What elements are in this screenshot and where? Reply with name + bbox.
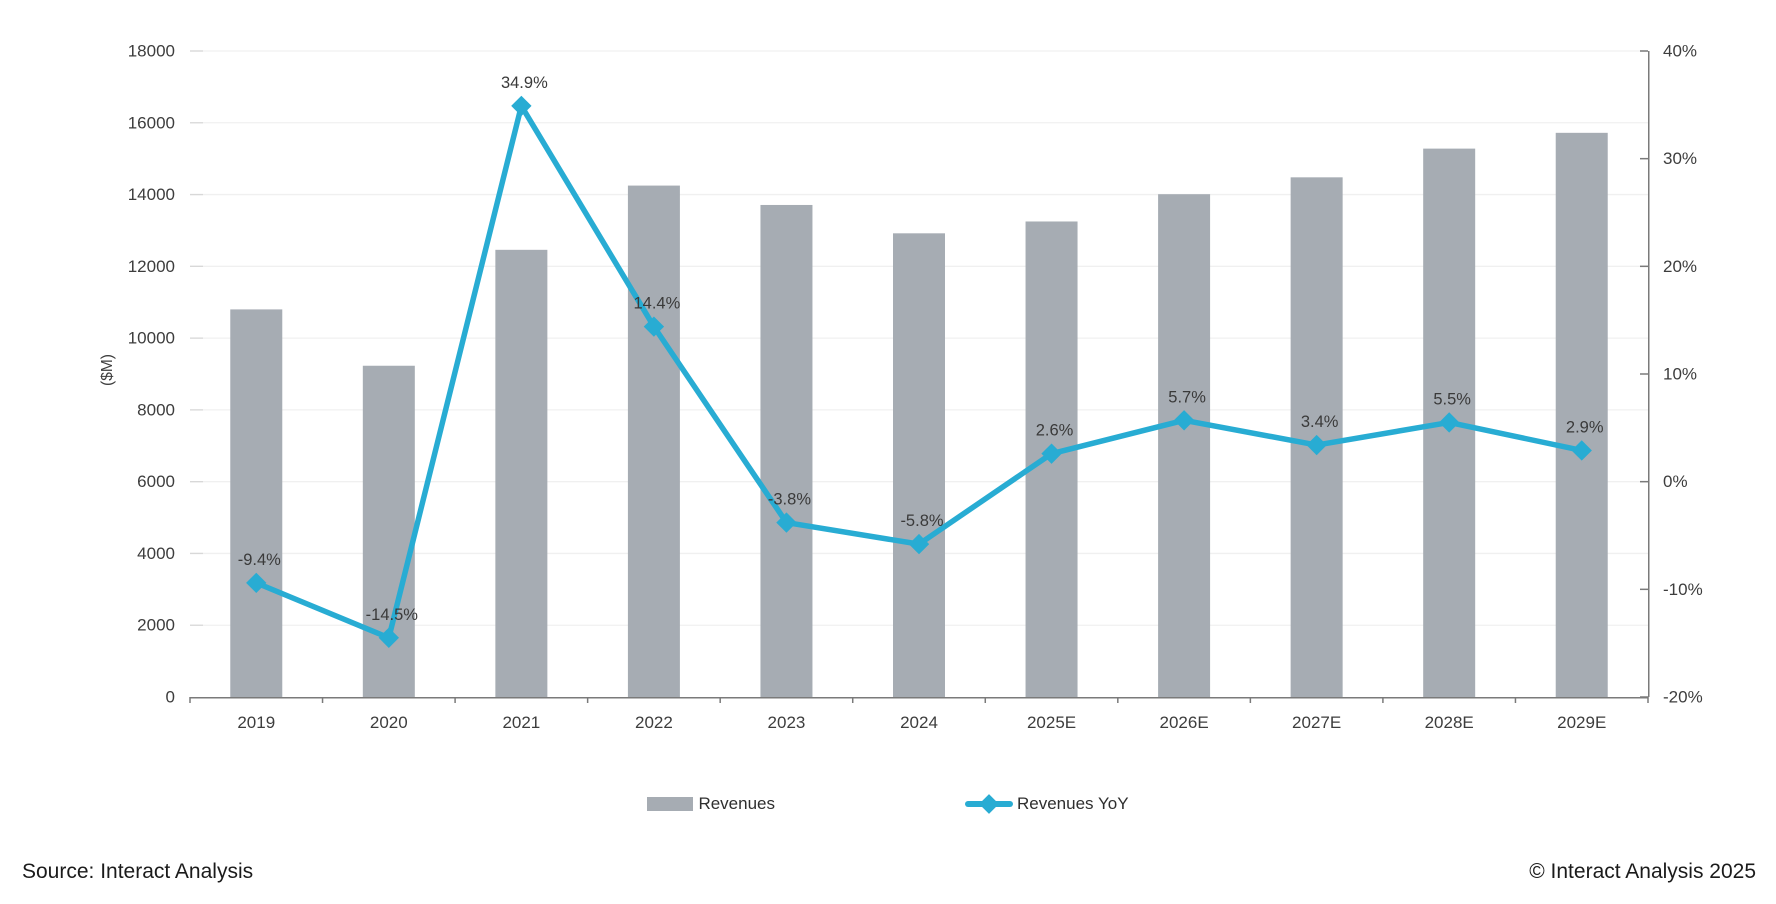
right-axis-tick-label: -20% <box>1663 688 1703 707</box>
bar-2019 <box>230 309 283 697</box>
revenue-yoy-chart: 0 2000 4000 6000 8000 10000 12000 14000 16000 180… <box>99 42 1703 733</box>
right-axis-tick-label: 20% <box>1663 257 1697 276</box>
left-axis-tick-label: 2000 <box>137 616 175 635</box>
bars-series-revenues <box>230 132 1608 698</box>
chart-footer: Source: Interact Analysis © Interact Ana… <box>22 860 1756 884</box>
yoy-point-label: -3.8% <box>768 491 811 509</box>
left-axis-tick-label: 0 <box>166 688 175 707</box>
right-axis-tick-label: 30% <box>1663 149 1697 168</box>
left-axis-tick-label: 12000 <box>128 257 175 276</box>
x-axis-tick-label: 2028E <box>1425 713 1474 732</box>
left-axis-tick-label: 6000 <box>137 472 175 491</box>
left-axis-tick-label: 8000 <box>137 400 175 419</box>
x-axis: 2019 2020 2021 2022 2023 2024 2025E 2026E 2027E 2… <box>189 697 1649 732</box>
bar-swatch-icon <box>647 797 694 811</box>
yoy-point-label: -9.4% <box>238 551 281 569</box>
legend-label-revenues-yoy: Revenues YoY <box>1017 794 1129 813</box>
yoy-point-label: 2.6% <box>1036 422 1074 440</box>
yoy-point-label: 5.5% <box>1433 390 1471 408</box>
left-axis-tick-label: 14000 <box>128 185 175 204</box>
source-note: Source: Interact Analysis <box>22 860 254 883</box>
x-axis-tick-label: 2022 <box>635 713 673 732</box>
x-axis-tick-label: 2020 <box>370 713 408 732</box>
yoy-point-label: 14.4% <box>634 295 681 313</box>
x-axis-tick-label: 2029E <box>1557 713 1606 732</box>
left-axis-tick-label: 18000 <box>128 42 175 61</box>
right-axis-tick-label: -10% <box>1663 580 1703 599</box>
yoy-point-label: -5.8% <box>900 512 943 530</box>
right-axis-tick-label: 0% <box>1663 472 1688 491</box>
yoy-point-label: -14.5% <box>366 606 419 624</box>
left-axis-tick-label: 10000 <box>128 329 175 348</box>
bar-2026E <box>1158 194 1211 698</box>
bar-2023 <box>760 204 813 698</box>
yoy-point-labels: -9.4% -14.5% 34.9% 14.4% -3.8% -5.8% 2.6% 5.7% 3… <box>238 74 1604 624</box>
chart-legend: Revenues Revenues YoY <box>0 794 1776 814</box>
x-axis-tick-label: 2025E <box>1027 713 1076 732</box>
x-axis-tick-label: 2021 <box>502 713 540 732</box>
left-axis-tick-label: 4000 <box>137 544 175 563</box>
yoy-point-label: 3.4% <box>1301 413 1339 431</box>
x-axis-tick-label: 2026E <box>1160 713 1209 732</box>
yoy-point-label: 5.7% <box>1168 388 1206 406</box>
diamond-marker-icon <box>979 794 999 814</box>
line-swatch-icon <box>965 794 1013 814</box>
x-axis-tick-label: 2027E <box>1292 713 1341 732</box>
right-axis: -20% -10% 0% 10% 20% 30% 40% <box>1640 42 1703 707</box>
x-axis-tick-label: 2023 <box>768 713 806 732</box>
bar-2021 <box>495 249 548 697</box>
bar-2022 <box>627 185 680 698</box>
bar-2024 <box>893 233 945 697</box>
x-axis-tick-label: 2024 <box>900 713 938 732</box>
legend-label-revenues: Revenues <box>698 794 775 813</box>
right-axis-tick-label: 40% <box>1663 42 1697 61</box>
right-axis-tick-label: 10% <box>1663 365 1697 384</box>
yoy-point-label: 34.9% <box>501 74 548 92</box>
yoy-point-label: 2.9% <box>1566 418 1604 436</box>
legend-item-revenues-yoy: Revenues YoY <box>965 794 1129 814</box>
copyright-note: © Interact Analysis 2025 <box>1529 860 1756 883</box>
bar-2029E <box>1555 132 1608 697</box>
legend-item-revenues: Revenues <box>647 794 775 814</box>
left-axis-title: ($M) <box>99 354 116 386</box>
left-axis-tick-label: 16000 <box>128 113 175 132</box>
x-axis-tick-label: 2019 <box>237 713 275 732</box>
left-axis: 0 2000 4000 6000 8000 10000 12000 14000 16000 180… <box>99 42 175 707</box>
